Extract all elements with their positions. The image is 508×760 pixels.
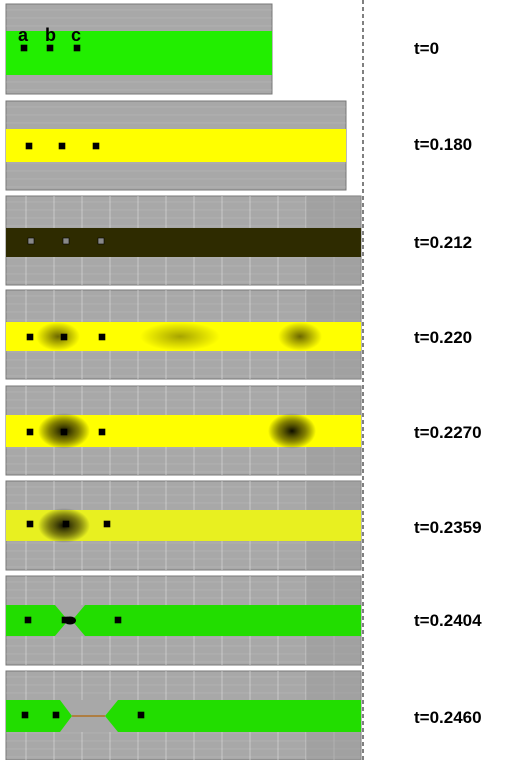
- dark-region: [278, 322, 322, 351]
- tracking-marker-b: [62, 520, 70, 528]
- time-label-0: t=0: [414, 39, 440, 58]
- tracking-marker-a: [26, 333, 34, 341]
- tracking-marker-a: [26, 520, 34, 528]
- time-label-7: t=0.2460: [414, 708, 482, 727]
- dark-region: [36, 322, 80, 351]
- tracking-marker-c: [92, 142, 100, 150]
- tracking-marker-b: [60, 333, 68, 341]
- tracking-marker-b: [61, 616, 69, 624]
- time-label-4: t=0.2270: [414, 423, 482, 442]
- time-label-3: t=0.220: [414, 328, 473, 347]
- tracking-marker-a: [24, 616, 32, 624]
- tracking-marker-a: [21, 711, 29, 719]
- dark-region: [140, 322, 220, 351]
- tracking-marker-a: [27, 237, 35, 245]
- time-label-5: t=0.2359: [414, 518, 482, 537]
- point-label-b: b: [45, 25, 56, 45]
- material-band: [6, 228, 361, 257]
- tracking-marker-b: [46, 44, 54, 52]
- tracking-marker-c: [103, 520, 111, 528]
- tracking-marker-c: [98, 333, 106, 341]
- time-label-6: t=0.2404: [414, 611, 482, 630]
- tracking-marker-c: [114, 616, 122, 624]
- frame-panel-7: [5, 670, 362, 760]
- frame-panel-1: [5, 100, 347, 191]
- material-band: [6, 129, 346, 162]
- neck-region: [268, 413, 316, 449]
- tracking-marker-c: [73, 44, 81, 52]
- tracking-marker-c: [98, 428, 106, 436]
- tracking-marker-c: [97, 237, 105, 245]
- tracking-marker-a: [25, 142, 33, 150]
- tracking-marker-c: [137, 711, 145, 719]
- point-label-c: c: [71, 25, 82, 45]
- tracking-marker-b: [52, 711, 60, 719]
- tracking-marker-a: [20, 44, 28, 52]
- tracking-marker-a: [26, 428, 34, 436]
- time-label-2: t=0.212: [414, 233, 473, 252]
- point-label-a: a: [18, 25, 29, 45]
- tracking-marker-b: [58, 142, 66, 150]
- frame-panel-2: [5, 195, 362, 286]
- time-label-1: t=0.180: [414, 135, 473, 154]
- tracking-marker-b: [62, 237, 70, 245]
- frame-panel-5: [5, 480, 362, 571]
- frame-panel-3: [5, 289, 362, 380]
- frame-panel-4: [5, 385, 362, 476]
- material-band: [6, 31, 272, 75]
- frame-panel-6: [5, 575, 362, 666]
- tracking-marker-b: [60, 428, 68, 436]
- frame-panel-0: [5, 3, 273, 95]
